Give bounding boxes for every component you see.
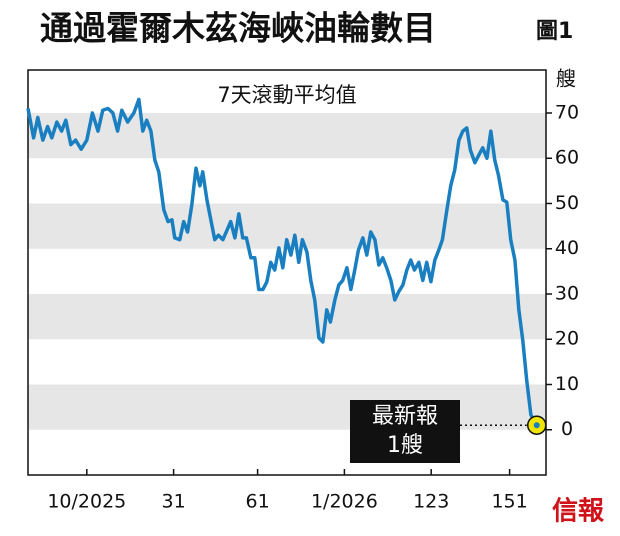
y-tick-label: 50 [555,192,579,214]
plot-area [28,112,546,430]
grid-band [28,293,546,340]
y-tick-label: 60 [555,147,579,169]
y-tick-label: 10 [555,373,579,395]
figure-label: 圖1 [536,19,573,44]
line-series [26,97,539,427]
y-tick-label: 30 [555,282,579,304]
x-tick-label: 31 [162,491,186,513]
x-tick-label: 1/2026 [311,491,378,513]
x-tick-label: 61 [246,491,270,513]
y-tick-label: 0 [561,418,573,440]
y-unit: 艘 [556,67,576,91]
annotation-box [350,400,460,463]
subtitle: 7天滾動平均值 [217,83,356,107]
x-tick-label: 10/2025 [47,491,126,513]
annotation-text: 最新報 [372,404,438,429]
y-tick-label: 20 [555,328,579,350]
grid-band [28,384,546,430]
plot-frame [27,69,547,476]
x-tick-label: 123 [413,491,449,513]
annotation-text: 1艘 [387,433,423,458]
latest-dot [533,422,540,429]
x-tick-label: 151 [491,491,527,513]
chart-title: 通過霍爾木茲海峽油輪數目 [40,9,436,48]
y-tick-label: 40 [555,237,579,259]
logo: 信報 [552,497,605,527]
y-tick-label: 70 [555,101,579,123]
